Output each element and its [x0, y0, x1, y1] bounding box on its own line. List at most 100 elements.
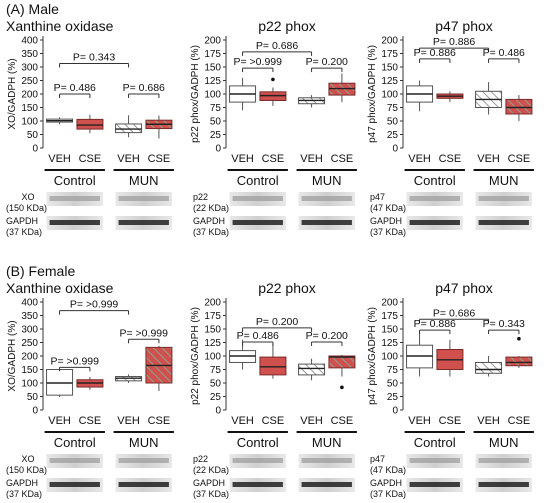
blot-protein-kda: (22 KDa) [193, 465, 229, 475]
comparison-bracket: P= >0.999 [234, 56, 283, 73]
y-tick-label: 50 [387, 117, 399, 128]
y-tick-label: 100 [21, 379, 38, 390]
y-tick-label: 50 [27, 392, 39, 403]
blot-gapdh-kda: (37 KDa) [193, 227, 229, 237]
y-tick-label: 25 [387, 130, 399, 141]
x-tick-label: CSE [508, 153, 531, 165]
x-tick-label: VEH [48, 415, 71, 427]
y-tick-label: 400 [21, 298, 38, 309]
gapdh-band [478, 482, 529, 487]
p-value-label: P= 0.486 [483, 47, 525, 59]
y-tick-label: 175 [381, 49, 398, 60]
gapdh-band [478, 220, 529, 225]
blot-protein-label: p22 [193, 454, 208, 464]
blot-protein-kda: (150 KDa) [6, 465, 47, 475]
box-veh-mun: VEH [475, 356, 503, 427]
y-tick-label: 350 [21, 311, 38, 322]
box-iqr [505, 98, 533, 115]
box-cse-control: CSE [259, 77, 287, 165]
y-tick-label: 200 [21, 352, 38, 363]
x-tick-label: CSE [262, 153, 285, 165]
p-value-label: P= 0.886 [414, 47, 456, 59]
box-iqr [76, 118, 104, 130]
blot-protein-label: p22 [193, 192, 208, 202]
blot-gapdh-kda: (37 KDa) [370, 227, 406, 237]
blot-band [301, 458, 352, 463]
outlier-point [271, 77, 275, 82]
y-tick-label: 0 [215, 406, 221, 417]
p-value-label: P= 0.486 [54, 82, 96, 94]
p-value-label: P= 0.200 [256, 316, 298, 328]
box-veh-mun: VEH [475, 82, 503, 165]
x-tick-label: CSE [79, 415, 102, 427]
x-tick-label: VEH [477, 415, 500, 427]
section-title: (A) Male [6, 1, 59, 17]
p-value-label: P= >0.999 [70, 299, 119, 311]
comparison-bracket: P= 0.686 [419, 307, 490, 324]
box-iqr [259, 356, 287, 376]
box-cse-mun: CSE [505, 95, 533, 165]
y-axis-label: p22 phox/GADPH (%) [190, 45, 201, 143]
panel-xanthine-oxidase: Xanthine oxidase 0 50 100 150 200 250 300 350 400… [6, 18, 174, 237]
y-tick-label: 75 [210, 365, 222, 376]
group-label: MUN [129, 435, 159, 450]
box-cse-control: CSE [259, 344, 287, 427]
blot-protein-label: p47 [370, 192, 385, 202]
panel-title: Xanthine oxidase [6, 18, 114, 34]
y-tick-label: 400 [21, 36, 38, 47]
x-tick-label: VEH [48, 153, 71, 165]
gapdh-band [409, 482, 460, 487]
box-veh-control: VEH [229, 77, 257, 165]
y-tick-label: 150 [21, 103, 38, 114]
box-veh-control: VEH [406, 80, 434, 165]
comparison-bracket: P= 0.343 [59, 51, 130, 68]
y-tick-label: 75 [387, 103, 399, 114]
y-tick-label: 50 [210, 117, 222, 128]
group-label: Control [237, 435, 279, 450]
y-tick-label: 0 [32, 406, 38, 417]
blot-band [118, 458, 169, 463]
y-tick-label: 125 [204, 338, 221, 349]
y-tick-label: 150 [204, 63, 221, 74]
box-iqr [505, 356, 533, 367]
panel-xanthine-oxidase: Xanthine oxidase 0 50 100 150 200 250 300 350 400… [6, 280, 174, 499]
box-iqr [475, 361, 503, 374]
x-tick-label: CSE [79, 153, 102, 165]
group-label: MUN [489, 173, 519, 188]
y-tick-label: 175 [204, 311, 221, 322]
y-axis-label: p22 phox/GADPH (%) [190, 307, 201, 405]
y-tick-label: 0 [392, 144, 398, 155]
comparison-bracket: P= 0.886 [419, 36, 490, 53]
y-tick-label: 0 [215, 144, 221, 155]
y-tick-label: 200 [204, 36, 221, 47]
box-cse-control: CSE [436, 91, 464, 165]
x-tick-label: CSE [148, 415, 171, 427]
box-veh-mun: VEH [115, 115, 143, 165]
comparison-bracket: P= 0.886 [414, 47, 456, 63]
comparison-bracket: P= 0.686 [242, 40, 313, 56]
blot-gapdh-kda: (37 KDa) [6, 227, 42, 237]
p-value-label: P= >0.999 [234, 56, 283, 68]
box-cse-control: CSE [436, 339, 464, 427]
y-tick-label: 350 [21, 49, 38, 60]
comparison-bracket: P= 0.886 [414, 318, 456, 335]
p-value-label: P= 0.343 [73, 51, 115, 63]
comparison-bracket: P= 0.200 [306, 330, 348, 346]
blot-band [232, 458, 283, 463]
blot-gapdh-label: GAPDH [6, 478, 38, 488]
x-tick-label: VEH [300, 153, 323, 165]
gapdh-band [301, 482, 352, 487]
x-tick-label: VEH [477, 153, 500, 165]
blot-band [232, 196, 283, 201]
y-tick-label: 125 [204, 76, 221, 87]
y-tick-label: 150 [204, 325, 221, 336]
y-tick-label: 25 [387, 392, 399, 403]
y-tick-label: 75 [387, 365, 399, 376]
blot-band [478, 458, 529, 463]
y-tick-label: 200 [381, 36, 398, 47]
group-label: MUN [312, 435, 342, 450]
p-value-label: P= >0.999 [120, 327, 169, 339]
